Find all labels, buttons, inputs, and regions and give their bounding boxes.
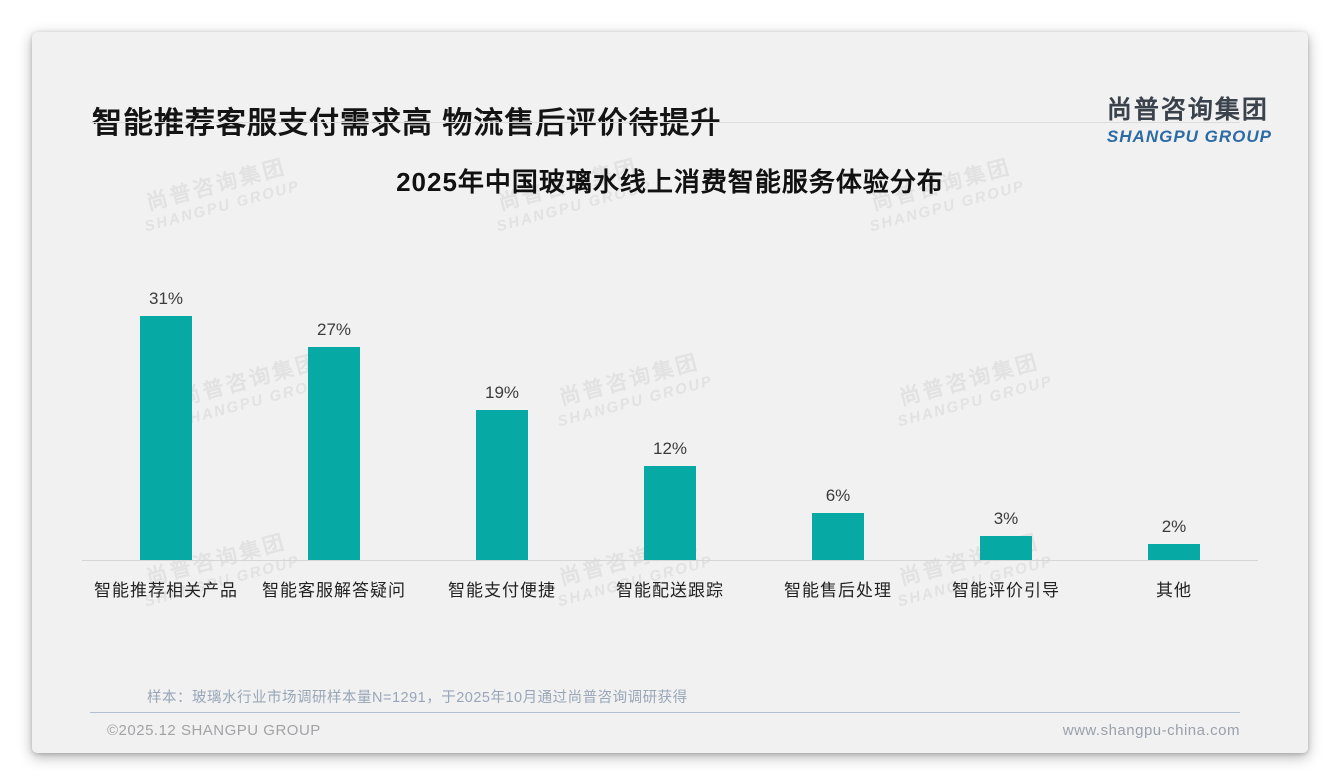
x-axis-line [82, 560, 1258, 561]
x-axis-tick-label: 智能配送跟踪 [616, 581, 724, 600]
website-text: www.shangpu-china.com [1062, 722, 1240, 739]
brand-logo-cn: 尚普咨询集团 [1106, 96, 1269, 124]
x-axis-tick-label: 智能客服解答疑问 [262, 581, 406, 600]
bar-column: 19% [418, 383, 586, 560]
bar [980, 536, 1032, 560]
footer-bar: ©2025.12 SHANGPU GROUP www.shangpu-china… [107, 722, 1240, 739]
x-axis-tick-label: 其他 [1156, 581, 1192, 600]
page-title: 智能推荐客服支付需求高 物流售后评价待提升 [92, 107, 722, 140]
bar-value-label: 6% [825, 486, 851, 505]
chart-title: 2025年中国玻璃水线上消费智能服务体验分布 [396, 167, 944, 197]
bar [1148, 544, 1200, 560]
bar-column: 2% [1090, 517, 1258, 560]
bar-column: 12% [586, 439, 754, 560]
bar-column: 3% [922, 509, 1090, 560]
bar [140, 316, 192, 560]
bar [308, 347, 360, 560]
bar-value-label: 3% [993, 509, 1019, 528]
copyright-text: ©2025.12 SHANGPU GROUP [107, 722, 321, 739]
x-axis-tick-label: 智能推荐相关产品 [94, 581, 238, 600]
x-axis-tick-label: 智能支付便捷 [448, 581, 556, 600]
bar-column: 31% [82, 289, 250, 560]
brand-logo-en: SHANGPU GROUP [1106, 127, 1272, 146]
bar-column: 27% [250, 320, 418, 560]
x-axis-tick-label: 智能售后处理 [784, 581, 892, 600]
sample-note: 样本：玻璃水行业市场调研样本量N=1291，于2025年10月通过尚普咨询调研获… [147, 690, 688, 706]
bar [812, 513, 864, 560]
header-divider [90, 122, 1240, 123]
bar-column: 6% [754, 486, 922, 560]
x-axis-labels: 智能推荐相关产品 智能客服解答疑问 智能支付便捷 智能配送跟踪 智能售后处理 智能评价引导… [82, 576, 1258, 601]
bar [476, 410, 528, 560]
bar-chart: 2025年中国玻璃水线上消费智能服务体验分布 31% 27% 19% 12% 6% 3% 2… [82, 162, 1258, 601]
bar-value-label: 12% [652, 439, 688, 458]
footer-divider [90, 712, 1240, 713]
x-axis-tick-label: 智能评价引导 [952, 581, 1060, 600]
chart-plot-area: 31% 27% 19% 12% 6% 3% 2% [82, 213, 1258, 560]
bar-value-label: 19% [484, 383, 520, 402]
bar-value-label: 2% [1161, 517, 1187, 536]
brand-logo: 尚普咨询集团 SHANGPU GROUP [1107, 70, 1272, 147]
bar-value-label: 27% [316, 320, 352, 339]
header: 智能推荐客服支付需求高 物流售后评价待提升 尚普咨询集团 SHANGPU GRO… [92, 70, 1272, 146]
bar-value-label: 31% [148, 289, 184, 308]
slide-card: 尚普咨询集团 SHANGPU GROUP 尚普咨询集团 SHANGPU GROUP 尚普… [32, 32, 1308, 753]
bar [644, 466, 696, 560]
